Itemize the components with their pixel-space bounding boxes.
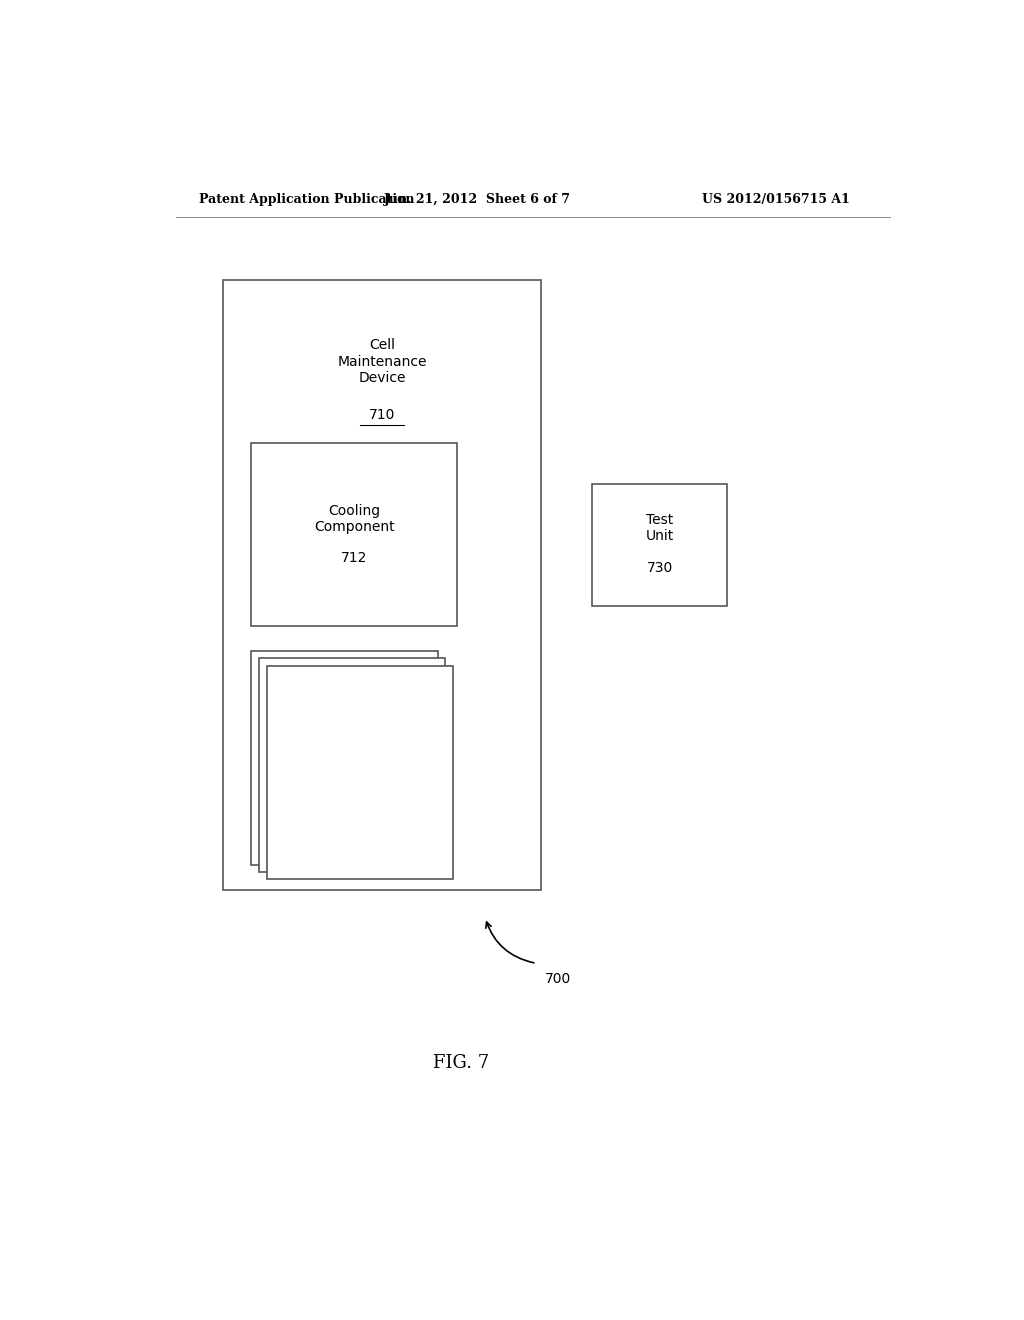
Text: 720: 720 [349,762,375,775]
Text: Test
Unit: Test Unit [645,513,674,544]
Text: Jun. 21, 2012  Sheet 6 of 7: Jun. 21, 2012 Sheet 6 of 7 [384,193,570,206]
Text: Biochip: Biochip [337,726,388,739]
Bar [267,665,454,879]
Bar [251,651,437,865]
Bar [251,444,458,626]
Text: 710: 710 [369,408,395,421]
Bar [223,280,541,890]
Text: Cooling
Component: Cooling Component [314,504,394,535]
Text: 700: 700 [545,972,571,986]
Text: FIG. 7: FIG. 7 [433,1053,489,1072]
Text: Cell
Maintenance
Device: Cell Maintenance Device [337,338,427,385]
Bar [259,659,445,873]
Text: 712: 712 [341,550,368,565]
Text: Patent Application Publication: Patent Application Publication [200,193,415,206]
Text: US 2012/0156715 A1: US 2012/0156715 A1 [702,193,850,206]
Bar [592,483,727,606]
Text: 730: 730 [646,561,673,576]
